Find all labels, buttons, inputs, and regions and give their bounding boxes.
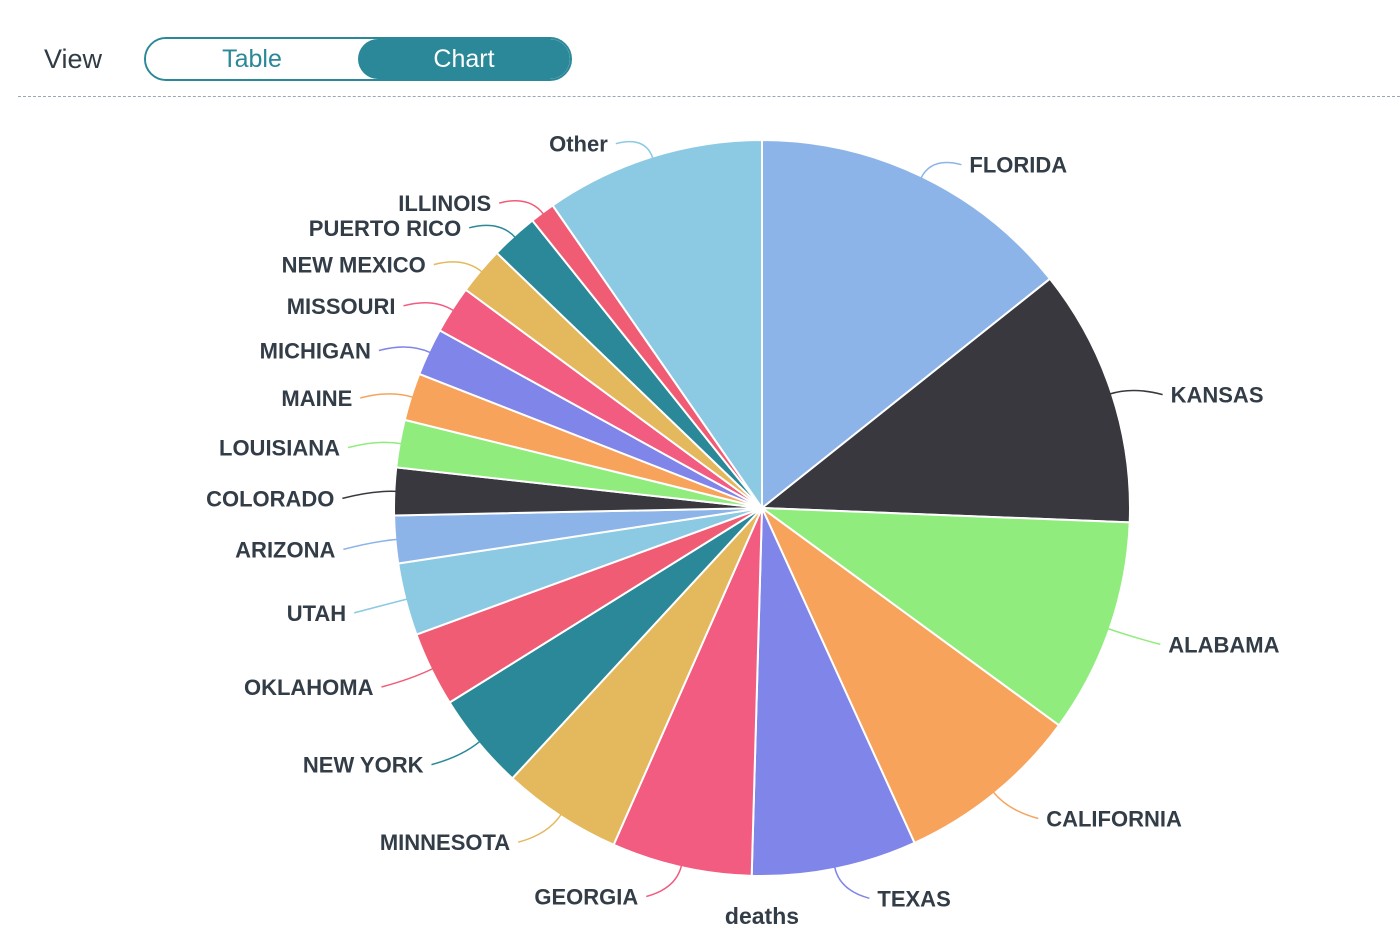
slice-label-new-york: NEW YORK: [303, 753, 424, 778]
connector-minnesota: [518, 813, 562, 843]
slice-label-kansas: KANSAS: [1171, 383, 1264, 408]
slice-label-illinois: ILLINOIS: [398, 191, 491, 216]
view-toolbar: View Table Chart: [0, 0, 1400, 98]
connector-illinois: [499, 200, 545, 215]
connector-colorado: [342, 490, 397, 500]
connector-puerto-rico: [469, 224, 516, 239]
connector-new-mexico: [433, 261, 483, 273]
connector-alabama: [1107, 627, 1161, 646]
slice-label-other: Other: [549, 132, 608, 157]
slice-label-puerto-rico: PUERTO RICO: [309, 216, 461, 241]
connector-maine: [360, 393, 414, 399]
toolbar-divider: [18, 96, 1400, 97]
slice-label-oklahoma: OKLAHOMA: [244, 675, 374, 700]
connector-california: [992, 791, 1039, 820]
slice-label-missouri: MISSOURI: [287, 294, 396, 319]
connector-new-york: [431, 740, 481, 766]
connector-florida: [920, 161, 962, 179]
slice-label-new-mexico: NEW MEXICO: [282, 253, 426, 278]
view-toggle: Table Chart: [144, 37, 572, 81]
slice-label-michigan: MICHIGAN: [260, 339, 371, 364]
pie-slices: [393, 139, 1131, 877]
slice-label-utah: UTAH: [287, 601, 346, 626]
connector-texas: [833, 866, 870, 900]
slice-label-arizona: ARIZONA: [235, 537, 335, 562]
slice-label-maine: MAINE: [281, 386, 352, 411]
connector-utah: [354, 598, 408, 614]
slice-label-texas: TEXAS: [877, 886, 950, 911]
view-label: View: [44, 44, 103, 74]
slice-label-georgia: GEORGIA: [534, 885, 638, 910]
slice-label-minnesota: MINNESOTA: [380, 830, 510, 855]
connector-michigan: [378, 346, 431, 354]
table-view-button[interactable]: Table: [146, 39, 358, 79]
label-connectors: [342, 140, 1163, 900]
connector-oklahoma: [381, 667, 434, 688]
slice-label-california: CALIFORNIA: [1046, 807, 1182, 832]
connector-other: [615, 140, 654, 159]
connector-arizona: [343, 538, 398, 551]
slice-label-louisiana: LOUISIANA: [219, 436, 340, 461]
connector-georgia: [646, 864, 683, 898]
series-name-label: deaths: [725, 903, 799, 929]
slice-label-florida: FLORIDA: [969, 153, 1067, 178]
slice-label-alabama: ALABAMA: [1168, 632, 1279, 657]
pie-chart: FLORIDA KANSAS ALABAMA CALIFORNIA TEXAS GEORG…: [206, 132, 1280, 929]
slice-labels: FLORIDA KANSAS ALABAMA CALIFORNIA TEXAS GEORG…: [206, 132, 1280, 912]
connector-louisiana: [347, 441, 402, 449]
connector-missouri: [403, 301, 455, 312]
slice-label-colorado: COLORADO: [206, 486, 334, 511]
connector-kansas: [1109, 389, 1163, 396]
chart-view-button[interactable]: Chart: [358, 39, 570, 79]
